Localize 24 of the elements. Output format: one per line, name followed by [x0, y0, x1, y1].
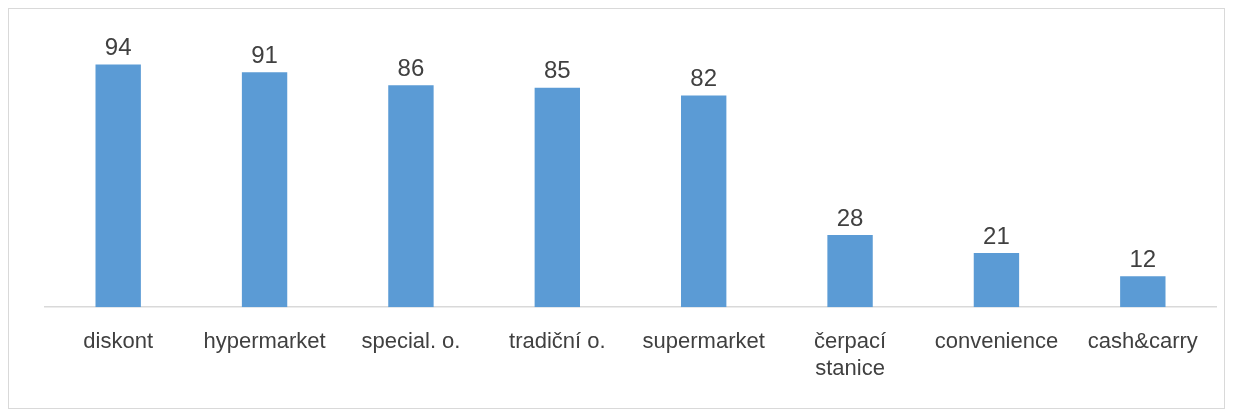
data-label: 86: [397, 53, 425, 81]
data-label: 91: [251, 40, 278, 68]
x-tick-label: hypermarket: [203, 328, 326, 354]
x-tick-label: special. o.: [361, 328, 461, 354]
data-label: 94: [104, 33, 132, 61]
bar: [681, 95, 727, 308]
x-tick-label: cash&carry: [1087, 328, 1198, 354]
bar: [534, 87, 580, 308]
x-tick-label: supermarket: [642, 328, 765, 354]
bar: [388, 85, 434, 308]
bar: [241, 72, 288, 308]
bar: [973, 252, 1020, 308]
data-label: 12: [1129, 244, 1157, 272]
data-label: 21: [983, 221, 1010, 249]
x-tick-label: tradiční o.: [509, 328, 606, 354]
data-label: 28: [836, 203, 864, 231]
x-tick-label: diskont: [83, 328, 154, 354]
data-label: 85: [543, 56, 571, 84]
data-label: 82: [690, 64, 718, 92]
bar: [95, 64, 141, 308]
bar: [1120, 276, 1166, 308]
x-tick-label: čerpací stanice: [813, 328, 887, 380]
x-tick-label: convenience: [934, 328, 1059, 354]
bar: [827, 234, 873, 308]
